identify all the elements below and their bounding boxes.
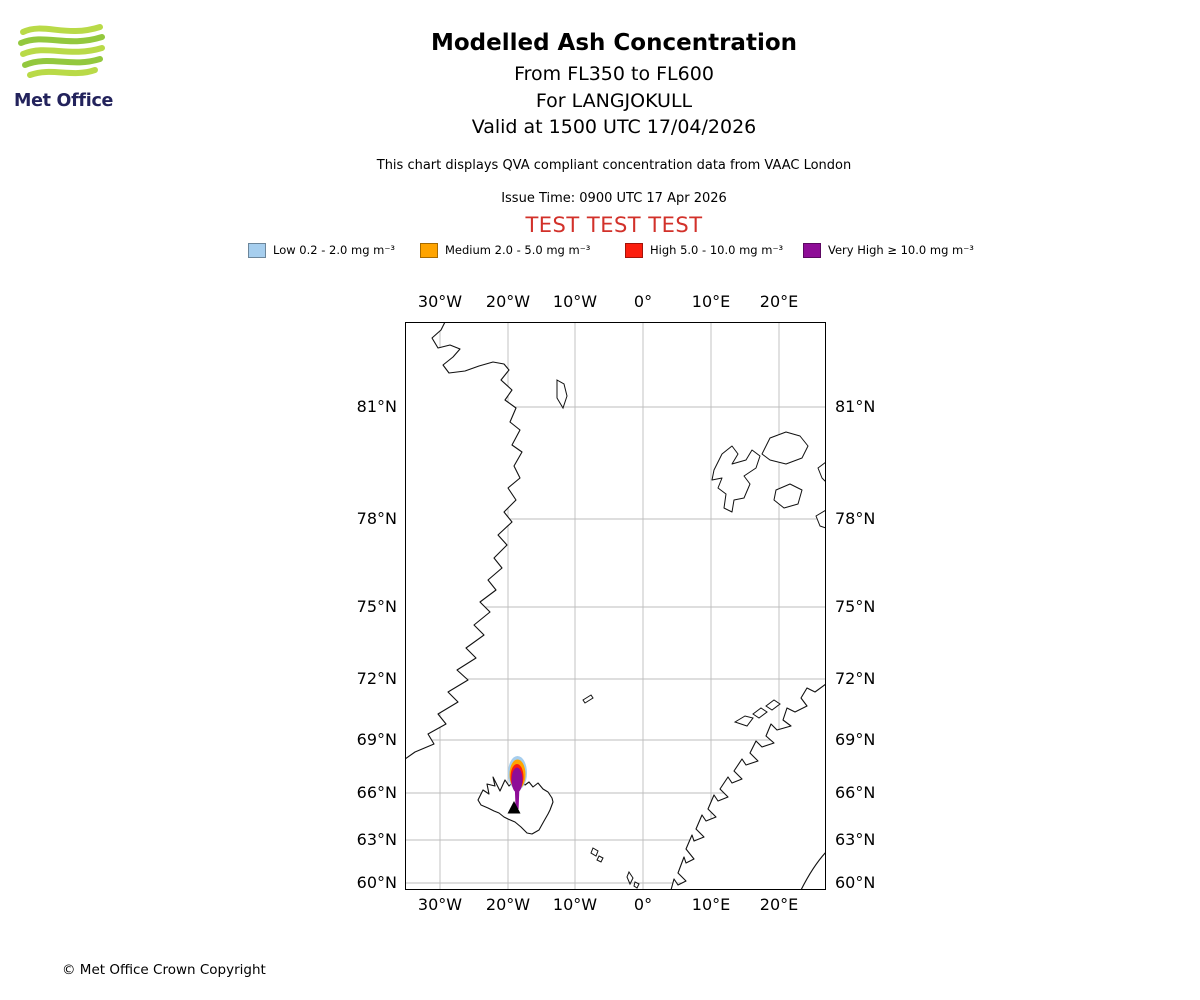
legend-item-high: High 5.0 - 10.0 mg m⁻³: [625, 243, 783, 258]
logo-wordmark: Met Office: [14, 91, 114, 111]
legend-swatch-medium: [420, 243, 438, 258]
map-area: [404, 321, 827, 891]
lon-label-top: 10°W: [552, 292, 598, 311]
copyright-text: © Met Office Crown Copyright: [62, 962, 266, 978]
lon-label-bottom: 10°E: [691, 895, 731, 914]
lat-label-right: 81°N: [835, 397, 876, 416]
legend-label-very-high: Very High ≥ 10.0 mg m⁻³: [828, 243, 974, 257]
lon-label-bottom: 20°E: [759, 895, 799, 914]
lon-label-bottom: 30°W: [417, 895, 463, 914]
islands-lofoten: [733, 699, 781, 727]
lat-label-right: 69°N: [835, 730, 876, 749]
subtitle-valid-time: Valid at 1500 UTC 17/04/2026: [471, 116, 757, 138]
legend-item-medium: Medium 2.0 - 5.0 mg m⁻³: [420, 243, 590, 258]
islands-faroe: [590, 847, 604, 863]
lat-label-left: 75°N: [356, 597, 397, 616]
coastline-norway: [670, 683, 827, 891]
lat-label-left: 60°N: [356, 873, 397, 892]
coastline-greenland-fill: [405, 322, 522, 759]
coastline-norway-fill: [671, 684, 826, 890]
lat-label-right: 75°N: [835, 597, 876, 616]
met-office-logo: Met Office: [14, 22, 124, 111]
ash-streak-very-high: [514, 788, 520, 809]
ash-layer-very-high: [511, 767, 523, 793]
map-svg: [404, 321, 827, 891]
page-title: Modelled Ash Concentration: [430, 30, 798, 56]
ash-plume: [508, 756, 527, 809]
map-frame: [405, 322, 826, 890]
coastline-baltic: [800, 851, 827, 891]
legend-swatch-low: [248, 243, 266, 258]
lon-label-bottom: 10°W: [552, 895, 598, 914]
lat-label-right: 72°N: [835, 669, 876, 688]
volcano-marker-icon: [507, 801, 521, 814]
legend-item-very-high: Very High ≥ 10.0 mg m⁻³: [803, 243, 974, 258]
lon-label-top: 10°E: [691, 292, 731, 311]
lat-label-right: 78°N: [835, 509, 876, 528]
legend-label-high: High 5.0 - 10.0 mg m⁻³: [650, 243, 784, 257]
logo-waves-icon: [18, 24, 105, 78]
lat-label-left: 78°N: [356, 509, 397, 528]
islands-shetland: [626, 870, 640, 889]
legend-label-medium: Medium 2.0 - 5.0 mg m⁻³: [445, 243, 591, 257]
island-jan-mayen: [582, 694, 594, 704]
legend-label-low: Low 0.2 - 2.0 mg m⁻³: [273, 243, 396, 257]
legend-swatch-high: [625, 243, 643, 258]
subtitle-volcano: For LANGJOKULL: [535, 90, 693, 112]
lat-label-left: 63°N: [356, 830, 397, 849]
lon-label-top: 20°E: [759, 292, 799, 311]
compliance-note: This chart displays QVA compliant concen…: [376, 158, 852, 173]
coastline-greenland: [404, 321, 523, 760]
lon-label-top: 20°W: [485, 292, 531, 311]
coastline-svalbard: [711, 431, 827, 529]
legend-swatch-very-high: [803, 243, 821, 258]
lat-label-left: 72°N: [356, 669, 397, 688]
lon-label-bottom: 20°W: [485, 895, 531, 914]
lon-label-bottom: 0°: [633, 895, 653, 914]
lon-label-top: 0°: [633, 292, 653, 311]
island-ne-greenland: [556, 379, 568, 410]
lon-label-top: 30°W: [417, 292, 463, 311]
issue-time: Issue Time: 0900 UTC 17 Apr 2026: [501, 191, 727, 206]
legend-item-low: Low 0.2 - 2.0 mg m⁻³: [248, 243, 395, 258]
lat-label-left: 69°N: [356, 730, 397, 749]
subtitle-flight-levels: From FL350 to FL600: [514, 63, 714, 85]
lat-label-left: 66°N: [356, 783, 397, 802]
test-banner: TEST TEST TEST: [525, 213, 703, 237]
lat-label-right: 66°N: [835, 783, 876, 802]
lat-label-right: 63°N: [835, 830, 876, 849]
lat-label-right: 60°N: [835, 873, 876, 892]
lat-label-left: 81°N: [356, 397, 397, 416]
